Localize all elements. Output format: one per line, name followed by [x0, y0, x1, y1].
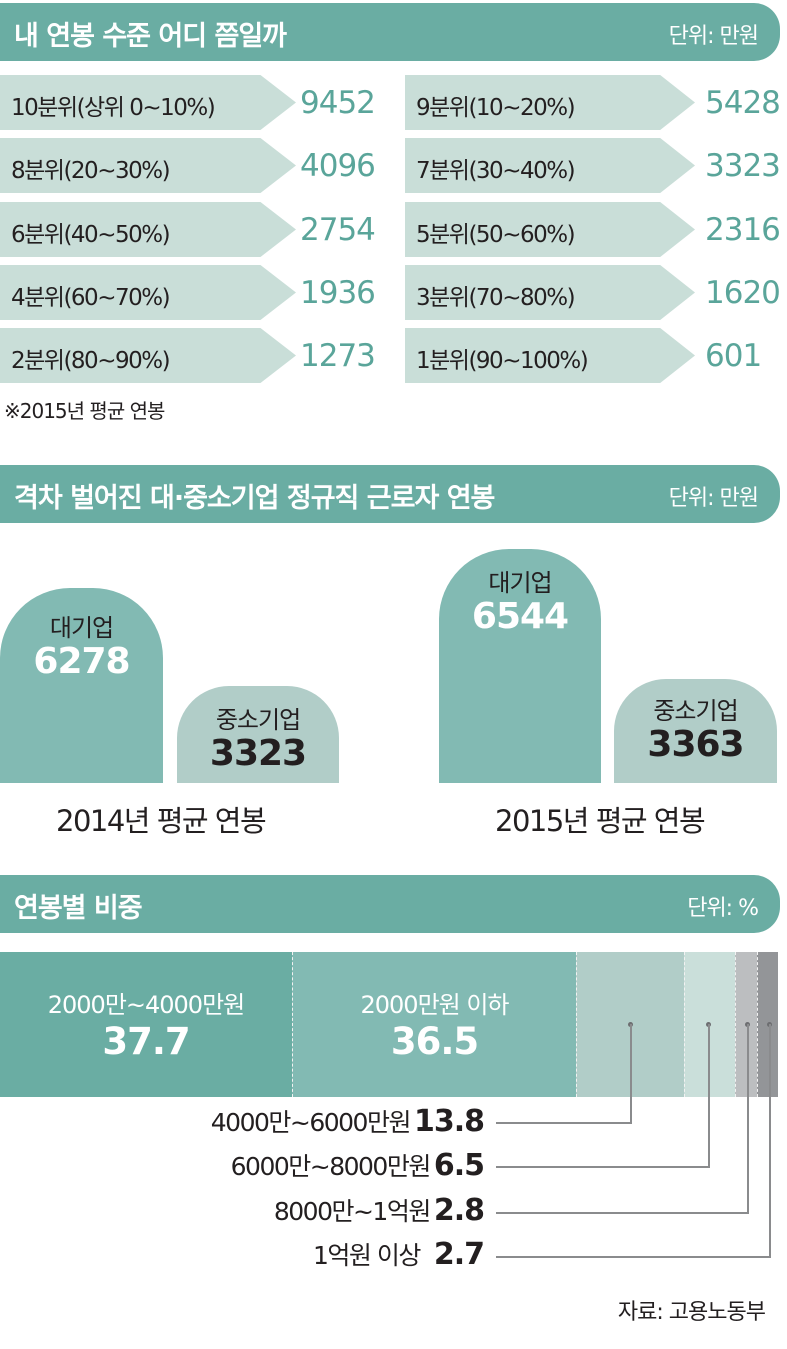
segment-value: 37.7: [102, 1020, 190, 1063]
percentile-value: 601: [705, 338, 762, 374]
section-title: 연봉별 비중: [14, 893, 143, 924]
percentile-value: 5428: [705, 85, 781, 121]
bar-label: 중소기업: [215, 706, 301, 734]
percentile-value: 2754: [300, 212, 376, 248]
bar-label: 대기업: [49, 614, 114, 642]
legend-value: 2.8: [433, 1193, 485, 1228]
legend-value: 2.7: [433, 1237, 485, 1272]
bar-value: 6278: [33, 641, 130, 682]
percentile-value: 4096: [300, 148, 376, 184]
percentile-label: 1분위(90~100%): [416, 348, 589, 374]
percentile-arrow: 6분위(40~50%): [0, 202, 296, 257]
leader-line: [708, 1024, 710, 1167]
bar-value: 3363: [647, 724, 744, 765]
percentile-label: 9분위(10~20%): [416, 95, 576, 121]
percentile-arrow: 7분위(30~40%): [405, 138, 695, 193]
bar-small-2014: 중소기업 3323: [177, 686, 339, 783]
section-title: 내 연봉 수준 어디 쯤일까: [14, 21, 287, 52]
percentile-label: 5분위(50~60%): [416, 222, 576, 248]
segment-label: 2000만원 이하: [360, 991, 509, 1019]
bar-value: 6544: [471, 596, 569, 637]
legend-item: 4000만~6000만원 13.8: [210, 1103, 485, 1139]
stacked-bar: 2000만~4000만원 37.7 2000만원 이하 36.5: [0, 952, 778, 1097]
percentile-label: 2분위(80~90%): [11, 348, 171, 374]
percentile-label: 6분위(40~50%): [11, 222, 171, 248]
percentile-row: 2분위(80~90%) 1273 1분위(90~100%) 601: [0, 328, 787, 383]
percentile-arrow: 4분위(60~70%): [0, 265, 296, 320]
footnote: ※2015년 평균 연봉: [4, 399, 165, 423]
section-header-percentile: 내 연봉 수준 어디 쯤일까 단위: 만원: [0, 3, 780, 61]
bar-large-2015: 대기업 6544: [439, 549, 601, 783]
percentile-value: 9452: [300, 85, 376, 121]
percentile-label: 3분위(70~80%): [416, 285, 576, 311]
year-label-2015: 2015년 평균 연봉: [495, 804, 706, 838]
segment-under-2000: 2000만원 이하 36.5: [292, 952, 576, 1097]
bar-label: 대기업: [488, 569, 552, 597]
percentile-arrow: 1분위(90~100%): [405, 328, 695, 383]
leader-line: [630, 1024, 632, 1123]
source-note: 자료: 고용노동부: [617, 1300, 766, 1325]
percentile-arrow: 5분위(50~60%): [405, 202, 695, 257]
legend-label: 1억원 이상: [312, 1241, 421, 1270]
leader-line: [747, 1024, 749, 1213]
segment-2000-4000: 2000만~4000만원 37.7: [0, 952, 292, 1097]
percentile-label: 10분위(상위 0~10%): [11, 95, 216, 121]
section-header-distribution: 연봉별 비중 단위: %: [0, 875, 780, 933]
percentile-value: 1273: [300, 338, 376, 374]
leader-line: [769, 1024, 771, 1257]
bar-value: 3323: [209, 733, 307, 774]
section-title: 격차 벌어진 대·중소기업 정규직 근로자 연봉: [14, 483, 495, 514]
percentile-row: 4분위(60~70%) 1936 3분위(70~80%) 1620: [0, 265, 787, 320]
legend-item: 8000만~1억원 2.8: [273, 1192, 485, 1228]
segment-value: 36.5: [390, 1020, 479, 1063]
percentile-arrow: 10분위(상위 0~10%): [0, 75, 296, 130]
percentile-value: 1620: [705, 275, 781, 311]
percentile-arrow: 9분위(10~20%): [405, 75, 695, 130]
leader-line: [496, 1256, 771, 1258]
leader-line: [496, 1212, 749, 1214]
legend-item: 1억원 이상 2.7: [312, 1236, 485, 1272]
percentile-value: 3323: [705, 148, 781, 184]
unit-label: 단위: 만원: [668, 486, 759, 511]
year-label-2014: 2014년 평균 연봉: [56, 804, 267, 838]
legend-value: 13.8: [413, 1104, 485, 1139]
legend-value: 6.5: [433, 1148, 485, 1183]
legend-label: 4000만~6000만원: [210, 1108, 412, 1137]
percentile-label: 4분위(60~70%): [11, 285, 171, 311]
unit-label: 단위: %: [687, 896, 759, 921]
percentile-label: 8분위(20~30%): [11, 158, 171, 184]
unit-label: 단위: 만원: [668, 24, 759, 49]
segment-label: 2000만~4000만원: [47, 991, 246, 1019]
leader-line: [496, 1166, 710, 1168]
section-header-company-size: 격차 벌어진 대·중소기업 정규직 근로자 연봉 단위: 만원: [0, 465, 780, 523]
percentile-arrow: 3분위(70~80%): [405, 265, 695, 320]
percentile-row: 8분위(20~30%) 4096 7분위(30~40%) 3323: [0, 138, 787, 193]
bar-label: 중소기업: [653, 697, 738, 725]
legend-item: 6000만~8000만원 6.5: [230, 1147, 485, 1183]
percentile-row: 10분위(상위 0~10%) 9452 9분위(10~20%) 5428: [0, 75, 787, 130]
percentile-label: 7분위(30~40%): [416, 158, 576, 184]
bar-small-2015: 중소기업 3363: [614, 679, 777, 783]
legend-label: 8000만~1억원: [273, 1197, 431, 1226]
leader-line: [496, 1122, 632, 1124]
percentile-value: 1936: [300, 275, 376, 311]
bar-large-2014: 대기업 6278: [0, 588, 163, 783]
percentile-value: 2316: [705, 212, 781, 248]
percentile-arrow: 2분위(80~90%): [0, 328, 296, 383]
percentile-row: 6분위(40~50%) 2754 5분위(50~60%) 2316: [0, 202, 787, 257]
legend-label: 6000만~8000만원: [230, 1152, 432, 1181]
percentile-arrow: 8분위(20~30%): [0, 138, 296, 193]
